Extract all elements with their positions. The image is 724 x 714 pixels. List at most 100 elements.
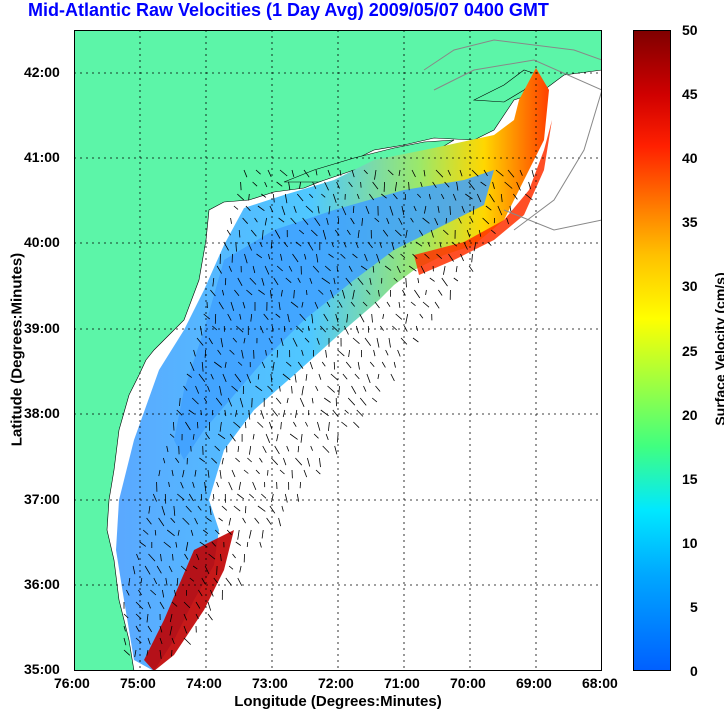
y-tick: 35:00 [24,661,60,677]
velocity-arrow [490,229,496,235]
velocity-arrow [447,169,451,176]
velocity-arrow [173,421,175,431]
x-axis-label: Longitude (Degrees:Minutes) [234,693,442,710]
velocity-arrow [207,601,212,611]
velocity-arrow [379,325,384,331]
velocity-arrow [199,457,206,463]
velocity-arrow [265,349,267,356]
velocity-arrow [343,325,349,335]
velocity-arrow [272,193,275,203]
velocity-arrow [156,565,162,574]
velocity-arrow [210,289,216,297]
velocity-arrow [374,169,377,180]
velocity-arrow [245,205,251,212]
velocity-arrow [242,301,246,309]
velocity-arrow [368,193,375,201]
velocity-arrow [405,313,409,324]
y-tick: 41:00 [24,149,60,165]
velocity-arrow [379,241,382,248]
velocity-arrow [183,601,191,609]
velocity-arrow [228,517,231,526]
velocity-arrow [397,349,401,357]
velocity-arrow [165,577,168,586]
velocity-arrow [148,505,151,514]
velocity-arrow [345,361,352,369]
velocity-arrow [258,289,265,295]
velocity-arrow [283,325,286,332]
velocity-arrow [182,517,190,525]
velocity-arrow [307,325,310,331]
velocity-arrow [252,265,256,274]
velocity-arrow [190,529,194,536]
velocity-arrow [236,325,244,333]
velocity-arrow [393,277,398,282]
velocity-arrow [264,265,270,275]
velocity-arrow [224,409,227,417]
velocity-arrow [228,565,234,570]
velocity-arrow [199,325,203,336]
velocity-arrow [208,337,213,345]
velocity-arrow [229,433,236,442]
velocity-arrow [249,445,252,455]
velocity-arrow [372,265,375,273]
velocity-arrow [248,529,252,539]
velocity-arrow [268,337,272,344]
velocity-arrow [412,337,419,343]
velocity-arrow [312,181,317,189]
velocity-arrow [298,229,305,235]
velocity-arrow [257,373,260,380]
velocity-arrow [327,385,335,393]
velocity-arrow [271,457,278,466]
colorbar-tick: 30 [682,278,698,294]
velocity-arrow [325,349,327,358]
velocity-arrow [315,469,321,475]
velocity-arrow [480,181,487,187]
velocity-arrow [132,565,136,575]
velocity-arrow [139,541,147,547]
velocity-arrow [442,229,449,235]
velocity-arrow [123,625,126,632]
colorbar-tick: 20 [682,407,698,423]
velocity-arrow [259,241,263,248]
velocity-arrow [401,205,405,215]
velocity-arrow [497,205,503,216]
velocity-arrow [309,361,313,370]
velocity-arrow [246,289,253,296]
velocity-arrow [207,613,213,621]
colorbar-tick: 50 [682,22,698,38]
velocity-arrow [425,289,427,295]
velocity-arrow [280,253,283,261]
velocity-arrow [432,181,437,188]
velocity-arrow [398,169,401,176]
colorbar-tick: 40 [682,150,698,166]
velocity-arrow [295,241,302,247]
velocity-arrow [250,313,253,322]
velocity-arrow [289,433,298,440]
velocity-arrow [373,349,376,357]
velocity-arrow [234,289,240,297]
velocity-arrow [219,421,222,432]
velocity-arrow [257,205,265,212]
velocity-arrow [392,325,397,331]
velocity-arrow [351,385,357,394]
velocity-arrow [301,385,304,396]
velocity-arrow [427,241,431,247]
velocity-arrow [299,313,306,321]
y-tick: 42:00 [24,64,60,80]
velocity-arrow [417,193,422,198]
velocity-arrow [504,181,513,189]
velocity-arrow [158,517,165,527]
velocity-arrow [264,181,268,188]
velocity-arrow [420,181,423,188]
velocity-arrow [247,241,253,251]
velocity-arrow [344,409,349,414]
velocity-arrow [355,241,359,249]
velocity-arrow [343,241,347,248]
velocity-arrow [299,481,301,489]
velocity-arrow [452,193,457,201]
velocity-arrow [215,397,223,406]
velocity-arrow [352,253,358,259]
velocity-arrow [186,373,193,378]
velocity-arrow [255,469,260,475]
velocity-arrow [459,169,463,177]
